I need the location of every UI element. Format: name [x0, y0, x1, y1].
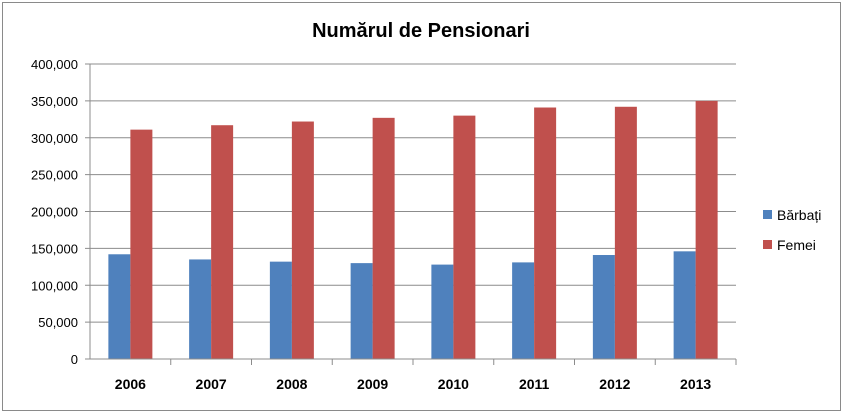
y-tick-label: 150,000	[31, 241, 78, 256]
bar-barbati-2007	[189, 259, 212, 359]
y-tick-label: 400,000	[31, 57, 78, 72]
legend-swatch-femei	[763, 240, 772, 249]
y-tick-label: 100,000	[31, 278, 78, 293]
bar-femei-2011	[534, 107, 557, 359]
legend-label-femei: Femei	[777, 237, 816, 253]
bar-femei-2007	[211, 125, 234, 360]
bar-barbati-2010	[431, 264, 454, 359]
bar-femei-2012	[614, 106, 637, 360]
gridlines	[90, 63, 736, 360]
bar-barbati-2011	[512, 262, 535, 359]
legend-label-barbati: Bărbați	[777, 207, 821, 223]
x-tick-label: 2007	[196, 376, 227, 392]
x-tick-label: 2013	[680, 376, 711, 392]
bar-femei-2013	[695, 100, 718, 359]
bar-barbati-2012	[592, 255, 615, 359]
x-tick-label: 2011	[519, 376, 550, 392]
y-tick-label: 250,000	[31, 168, 78, 183]
y-tick-label: 300,000	[31, 131, 78, 146]
y-tick-label: 50,000	[38, 315, 78, 330]
x-tick-label: 2006	[115, 376, 146, 392]
bars	[108, 100, 718, 360]
y-tick-label: 200,000	[31, 205, 78, 220]
chart-frame: Numărul de Pensionari 0 50,000 100,000 150,…	[2, 2, 841, 411]
legend-swatch-barbati	[763, 210, 772, 219]
bar-femei-2010	[453, 115, 476, 359]
x-tick-label: 2010	[438, 376, 469, 392]
y-axis-ticks: 0 50,000 100,000 150,000 200,000 250,000 300,0…	[31, 57, 90, 367]
bar-chart: Numărul de Pensionari 0 50,000 100,000 150,…	[31, 20, 821, 392]
x-tick-label: 2012	[599, 376, 630, 392]
y-tick-label: 0	[71, 352, 78, 367]
bar-femei-2008	[291, 121, 314, 360]
bar-femei-2006	[130, 129, 153, 359]
x-tick-label: 2008	[276, 376, 307, 392]
bar-femei-2009	[372, 117, 395, 360]
bar-barbati-2013	[673, 251, 696, 359]
bar-barbati-2006	[108, 254, 131, 359]
x-tick-label: 2009	[357, 376, 388, 392]
x-axis-ticks: 2006 2007 2008 2009 2010 2011 2012 2013	[115, 359, 737, 392]
legend: Bărbați Femei	[763, 207, 821, 253]
bar-barbati-2008	[269, 261, 292, 359]
chart-title: Numărul de Pensionari	[312, 20, 530, 42]
bar-barbati-2009	[350, 263, 373, 359]
y-tick-label: 350,000	[31, 94, 78, 109]
